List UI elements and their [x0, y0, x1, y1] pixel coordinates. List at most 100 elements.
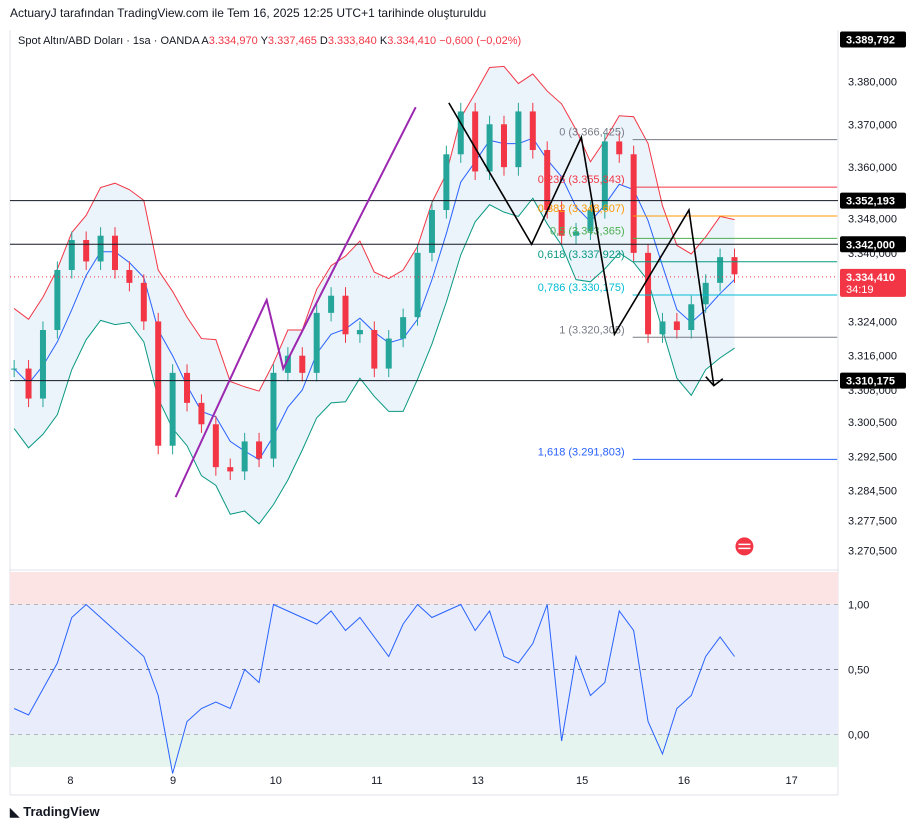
candle-body — [688, 304, 695, 330]
fibonacci-level-label: 0,382 (3.348,607) — [538, 203, 625, 215]
economic-event-icon — [735, 537, 754, 556]
candle-body — [198, 402, 205, 425]
candle-body — [284, 355, 291, 373]
price-badge-label: 3.352,193 — [846, 196, 895, 208]
price-badge — [840, 31, 906, 48]
time-axis-tick: 11 — [371, 775, 382, 787]
candle-body — [371, 330, 378, 369]
candle-body — [356, 330, 363, 335]
change-value: −0,600 (−0,02%) — [439, 35, 522, 47]
candle-body — [212, 424, 219, 468]
candle-body — [25, 368, 32, 399]
price-axis-tick: 3.324,000 — [848, 316, 897, 328]
candle-body — [630, 154, 637, 253]
price-axis-tick: 3.284,500 — [848, 486, 897, 498]
rsi-middle-zone — [10, 604, 838, 735]
candle-body — [515, 111, 522, 168]
fibonacci-level-label: 0,236 (3.355,343) — [538, 174, 625, 186]
bollinger-upper — [13, 65, 735, 392]
candle-body — [443, 154, 450, 210]
price-axis-tick: 3.277,500 — [848, 516, 897, 528]
tradingview-logo[interactable]: ◣ TradingView — [10, 804, 100, 819]
fibonacci-level-label: 0,618 (3.337,923) — [538, 249, 625, 261]
candle-body — [400, 317, 407, 339]
tradingview-icon: ◣ — [10, 804, 20, 819]
candle-body — [529, 111, 536, 150]
price-axis-tick: 3.300,500 — [848, 417, 897, 429]
candle-body — [68, 240, 75, 270]
rsi-axis-tick: 1,00 — [848, 600, 869, 612]
bollinger-lower — [13, 197, 735, 525]
candle-body — [659, 321, 666, 335]
candle-body — [328, 295, 335, 313]
purple-pattern-line — [174, 106, 417, 498]
candle-body — [256, 441, 263, 459]
candle-body — [500, 124, 507, 168]
price-axis-tick: 3.270,500 — [848, 546, 897, 558]
price-badge — [840, 372, 906, 389]
price-badge — [840, 236, 906, 253]
rsi-oversold-zone — [10, 734, 838, 767]
time-axis-tick: 16 — [678, 775, 690, 787]
low-value: 3.333,840 — [327, 35, 377, 47]
candle-body — [702, 282, 709, 305]
open-label: A — [201, 35, 209, 47]
candle-body — [486, 124, 493, 172]
time-axis-tick: 15 — [576, 775, 588, 787]
low-label: D — [319, 35, 328, 47]
fibonacci-level-label: 1 (3.320,305) — [559, 324, 624, 336]
time-axis-tick: 17 — [786, 775, 798, 787]
rsi-axis-tick: 0,00 — [848, 730, 869, 742]
rsi-line — [13, 603, 735, 774]
candle-body — [299, 355, 306, 373]
price-badge-label: 3.342,000 — [846, 239, 895, 251]
price-axis-tick: 3.380,000 — [848, 76, 897, 88]
price-badge-label: 3.389,792 — [846, 34, 895, 46]
price-badge-label: 3.310,175 — [846, 376, 895, 388]
candle-body — [601, 141, 608, 210]
candle-body — [155, 321, 162, 446]
price-badge — [840, 192, 906, 209]
economic-event-icon-stripes — [738, 543, 751, 550]
candle-body — [227, 467, 234, 472]
rsi-axis-tick: 0,50 — [848, 665, 869, 677]
fibonacci-level-label: 0,786 (3.330,175) — [538, 282, 625, 294]
candle-body — [169, 372, 176, 446]
candle-body — [544, 150, 551, 210]
close-label: K — [379, 35, 388, 47]
candle-body — [385, 338, 392, 369]
price-axis-tick: 3.292,500 — [848, 451, 897, 463]
candle-body — [313, 312, 320, 373]
candle-body — [39, 330, 46, 399]
time-axis-tick: 10 — [270, 775, 282, 787]
candle-body — [645, 252, 652, 335]
fibonacci-level-label: 1,618 (3.291,803) — [538, 446, 625, 458]
candle-body — [717, 257, 724, 283]
candle-body — [573, 231, 580, 236]
bollinger-fill — [14, 66, 735, 524]
candle-body — [270, 372, 277, 459]
price-axis-tick: 3.360,000 — [848, 162, 897, 174]
price-axis-tick: 3.370,000 — [848, 119, 897, 131]
candle-body — [673, 321, 680, 330]
fibonacci-level-label: 0 (3.366,425) — [559, 127, 624, 139]
candle-body — [83, 240, 90, 262]
candle-body — [140, 282, 147, 322]
candle-body — [616, 141, 623, 155]
price-axis-tick: 3.348,000 — [848, 214, 897, 226]
open-value: 3.334,970 — [208, 35, 258, 47]
symbol-name[interactable]: Spot Altın/ABD Doları · 1sa · OANDA — [18, 35, 199, 47]
symbol-legend: Spot Altın/ABD Doları · 1sa · OANDA A3.3… — [18, 35, 521, 47]
candle-body — [587, 210, 594, 232]
close-value: 3.334,410 — [387, 35, 437, 47]
candle-body — [428, 210, 435, 253]
candle-body — [241, 441, 248, 472]
price-badge-label: 3.334,410 — [846, 272, 895, 284]
candle-body — [11, 368, 18, 370]
time-axis-tick: 13 — [472, 775, 484, 787]
rsi-overbought-zone — [10, 572, 838, 605]
candle-body — [472, 111, 479, 172]
candle-body — [97, 235, 104, 262]
high-label: Y — [260, 35, 268, 47]
